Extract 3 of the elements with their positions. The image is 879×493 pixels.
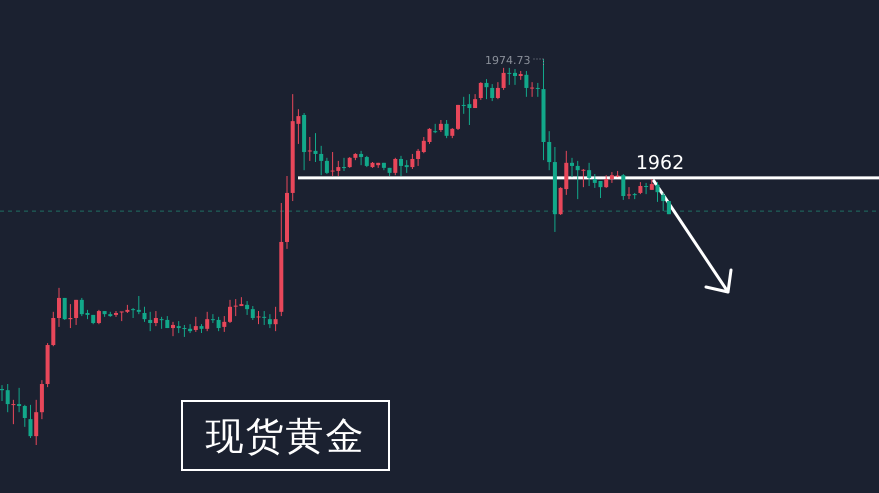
annotation: 1962 bbox=[636, 152, 684, 174]
text: 现货黄金 bbox=[206, 414, 366, 458]
annotation: 1974.73 bbox=[485, 54, 530, 67]
